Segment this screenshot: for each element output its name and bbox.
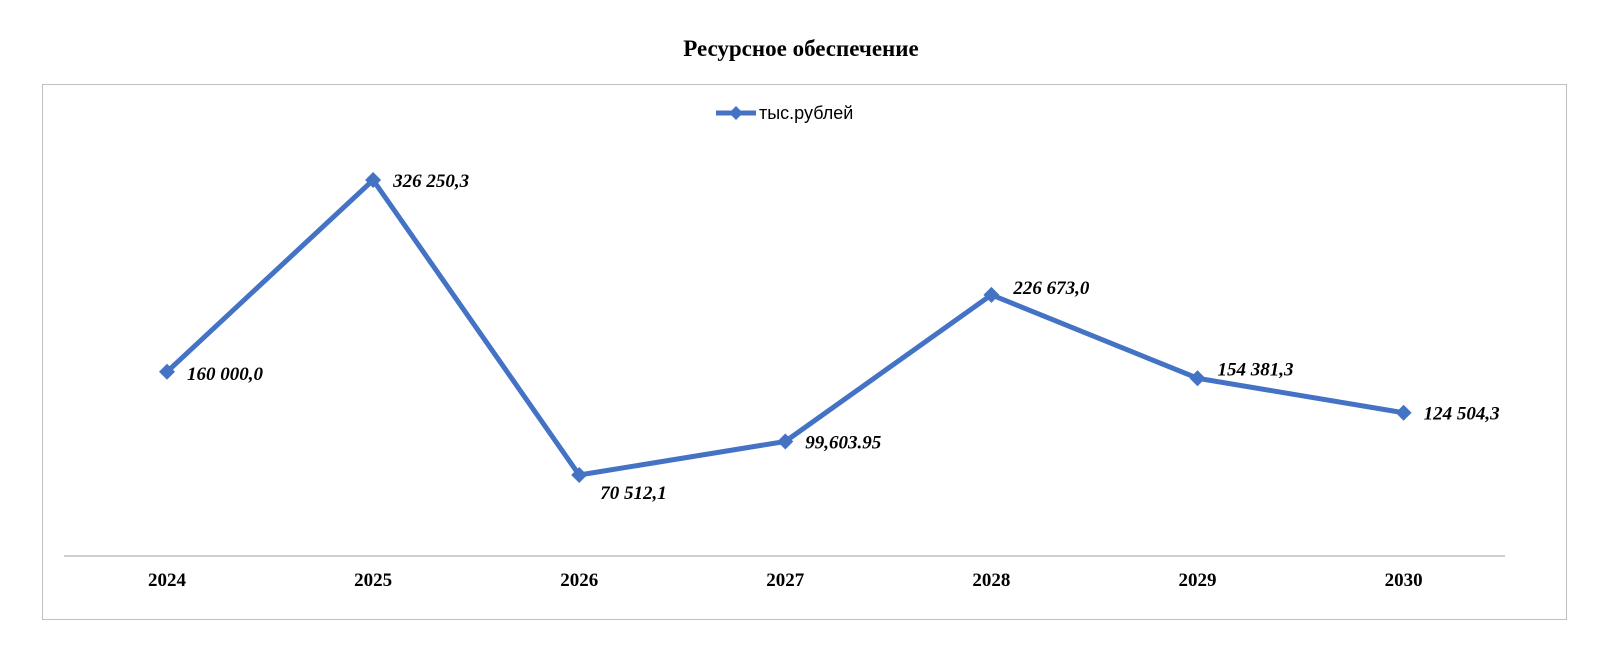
x-tick-label-2026: 2026 <box>560 570 598 591</box>
x-tick-label-2028: 2028 <box>972 570 1010 591</box>
data-label-2026: 70 512,1 <box>600 483 667 504</box>
data-label-2029: 154 381,3 <box>1218 359 1294 380</box>
data-labels: 160 000,0 326 250,3 70 512,1 99,603.95 226 6… <box>187 171 1500 504</box>
x-tick-label-2024: 2024 <box>148 570 187 591</box>
x-tick-label-2030: 2030 <box>1385 570 1423 591</box>
x-axis-tick-labels: 2024 2025 2026 2027 2028 2029 2030 <box>148 570 1423 591</box>
data-point-2026 <box>571 467 588 483</box>
legend-label: тыс.рублей <box>759 103 853 123</box>
data-label-2027: 99,603.95 <box>805 432 882 453</box>
data-label-2028: 226 673,0 <box>1012 278 1090 299</box>
data-label-2030: 124 504,3 <box>1424 404 1500 425</box>
x-tick-label-2025: 2025 <box>354 570 392 591</box>
x-tick-label-2029: 2029 <box>1179 570 1217 591</box>
legend-diamond-marker <box>729 106 743 120</box>
chart-area-border <box>42 84 1567 620</box>
x-tick-label-2027: 2027 <box>766 570 805 591</box>
series-markers <box>159 172 1412 483</box>
data-point-2024 <box>159 363 175 380</box>
data-point-2029 <box>1189 370 1206 387</box>
data-point-2025 <box>365 172 382 188</box>
data-point-2027 <box>777 433 794 450</box>
chart-title: Ресурсное обеспечение <box>683 36 919 61</box>
data-label-2025: 326 250,3 <box>392 171 469 192</box>
data-label-2024: 160 000,0 <box>187 364 264 385</box>
legend: тыс.рублей <box>716 103 853 123</box>
data-point-2028 <box>983 286 1000 303</box>
series-line <box>165 176 1405 478</box>
data-point-2030 <box>1395 404 1412 421</box>
